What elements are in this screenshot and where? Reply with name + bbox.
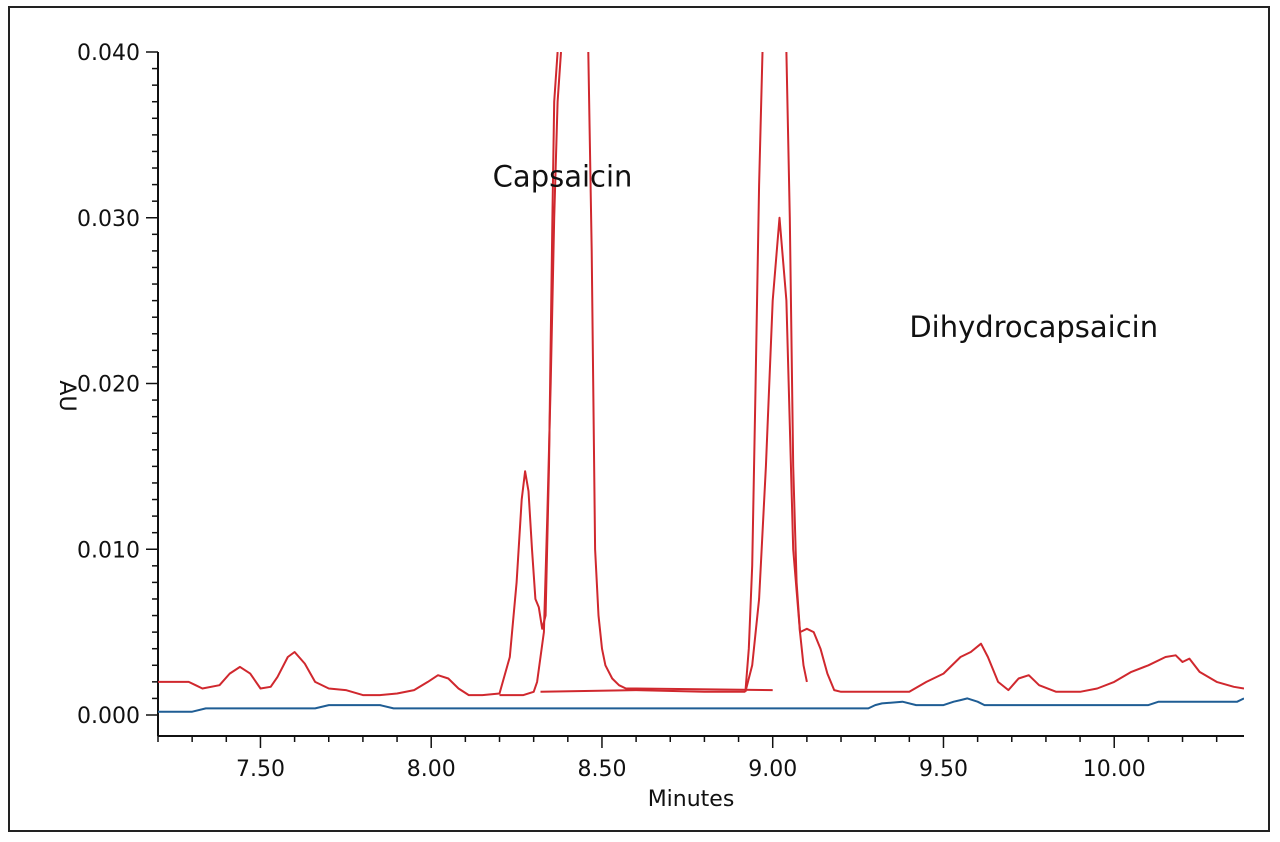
x-ticks: 7.50 8.00 8.50 9.00 9.50 10.00	[157, 736, 1218, 782]
x-tick-label: 9.00	[748, 757, 797, 782]
x-tick-label: 9.50	[919, 757, 968, 782]
chart-frame	[8, 6, 1270, 832]
x-tick-label: 7.50	[236, 757, 285, 782]
trace-line-1	[587, 52, 773, 692]
y-tick-label: 0.040	[77, 41, 140, 66]
peak-label-dihydrocapsaicin: Dihydrocapsaicin	[909, 310, 1158, 344]
x-axis-title: Minutes	[648, 787, 735, 812]
trace-line-0	[158, 52, 559, 697]
y-tick-label: 0.000	[77, 704, 140, 729]
axes	[157, 52, 1244, 737]
x-tick-label: 8.00	[407, 757, 456, 782]
y-ticks: 0.000 0.010 0.020 0.030 0.040	[77, 41, 158, 729]
trace-line-4	[744, 52, 764, 692]
series-layer	[158, 52, 1244, 713]
y-tick-label: 0.030	[77, 207, 140, 232]
y-tick-label: 0.020	[77, 373, 140, 398]
peak-label-capsaicin: Capsaicin	[493, 159, 633, 193]
trace-line-2	[499, 52, 562, 697]
y-axis-title: AU	[54, 380, 79, 411]
trace-line-3	[540, 689, 746, 693]
x-tick-label: 8.50	[577, 757, 626, 782]
y-tick-label: 0.010	[77, 538, 140, 563]
trace-line-6	[744, 216, 1244, 693]
x-tick-label: 10.00	[1083, 757, 1146, 782]
trace-line-7	[158, 697, 1244, 713]
